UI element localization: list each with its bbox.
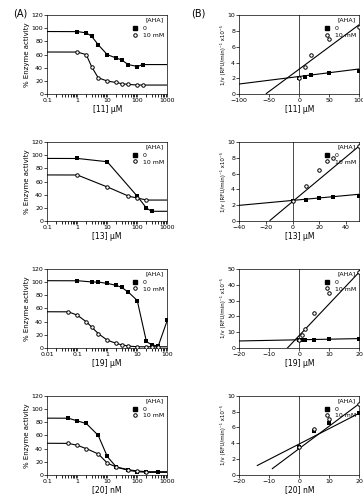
Text: [AHA]: [AHA] — [146, 271, 164, 276]
Text: [AHA]: [AHA] — [338, 271, 356, 276]
Y-axis label: % Enzyme activity: % Enzyme activity — [24, 276, 30, 341]
Y-axis label: % Enzyme activity: % Enzyme activity — [24, 403, 30, 468]
Legend: 0, 10 mM: 0, 10 mM — [321, 153, 356, 164]
Legend: 0, 10 mM: 0, 10 mM — [129, 406, 164, 418]
Legend: 0, 10 mM: 0, 10 mM — [321, 406, 356, 418]
X-axis label: [11] μM: [11] μM — [285, 105, 314, 114]
Text: [AHA]: [AHA] — [338, 398, 356, 403]
Text: [AHA]: [AHA] — [146, 398, 164, 403]
Text: [AHA]: [AHA] — [338, 144, 356, 150]
X-axis label: [13] μM: [13] μM — [285, 232, 314, 241]
Y-axis label: 1/v (RFU/min)⁻¹ x10⁻⁵: 1/v (RFU/min)⁻¹ x10⁻⁵ — [220, 406, 226, 466]
Text: [AHA]: [AHA] — [146, 144, 164, 150]
Y-axis label: % Enzyme activity: % Enzyme activity — [24, 149, 30, 214]
Legend: 0, 10 mM: 0, 10 mM — [321, 280, 356, 291]
Text: [AHA]: [AHA] — [338, 18, 356, 22]
Text: (B): (B) — [191, 8, 206, 18]
X-axis label: [19] μM: [19] μM — [285, 358, 314, 368]
Y-axis label: 1/v (RFU/min)⁻¹ x10⁻⁵: 1/v (RFU/min)⁻¹ x10⁻⁵ — [220, 278, 226, 338]
X-axis label: [13] μM: [13] μM — [93, 232, 122, 241]
X-axis label: [19] μM: [19] μM — [93, 358, 122, 368]
Legend: 0, 10 mM: 0, 10 mM — [129, 153, 164, 164]
Legend: 0, 10 mM: 0, 10 mM — [129, 26, 164, 38]
Legend: 0, 10 mM: 0, 10 mM — [129, 280, 164, 291]
X-axis label: [20] nM: [20] nM — [285, 486, 314, 494]
Text: [AHA]: [AHA] — [146, 18, 164, 22]
Y-axis label: 1/v (RFU/min)⁻¹ x10⁻⁵: 1/v (RFU/min)⁻¹ x10⁻⁵ — [220, 152, 226, 212]
Text: (A): (A) — [13, 8, 28, 18]
X-axis label: [20] nM: [20] nM — [93, 486, 122, 494]
Y-axis label: % Enzyme activity: % Enzyme activity — [24, 22, 30, 87]
Y-axis label: 1/v (RFU/min)⁻¹ x10⁻⁵: 1/v (RFU/min)⁻¹ x10⁻⁵ — [220, 24, 226, 84]
X-axis label: [11] μM: [11] μM — [93, 105, 122, 114]
Legend: 0, 10 mM: 0, 10 mM — [321, 26, 356, 38]
